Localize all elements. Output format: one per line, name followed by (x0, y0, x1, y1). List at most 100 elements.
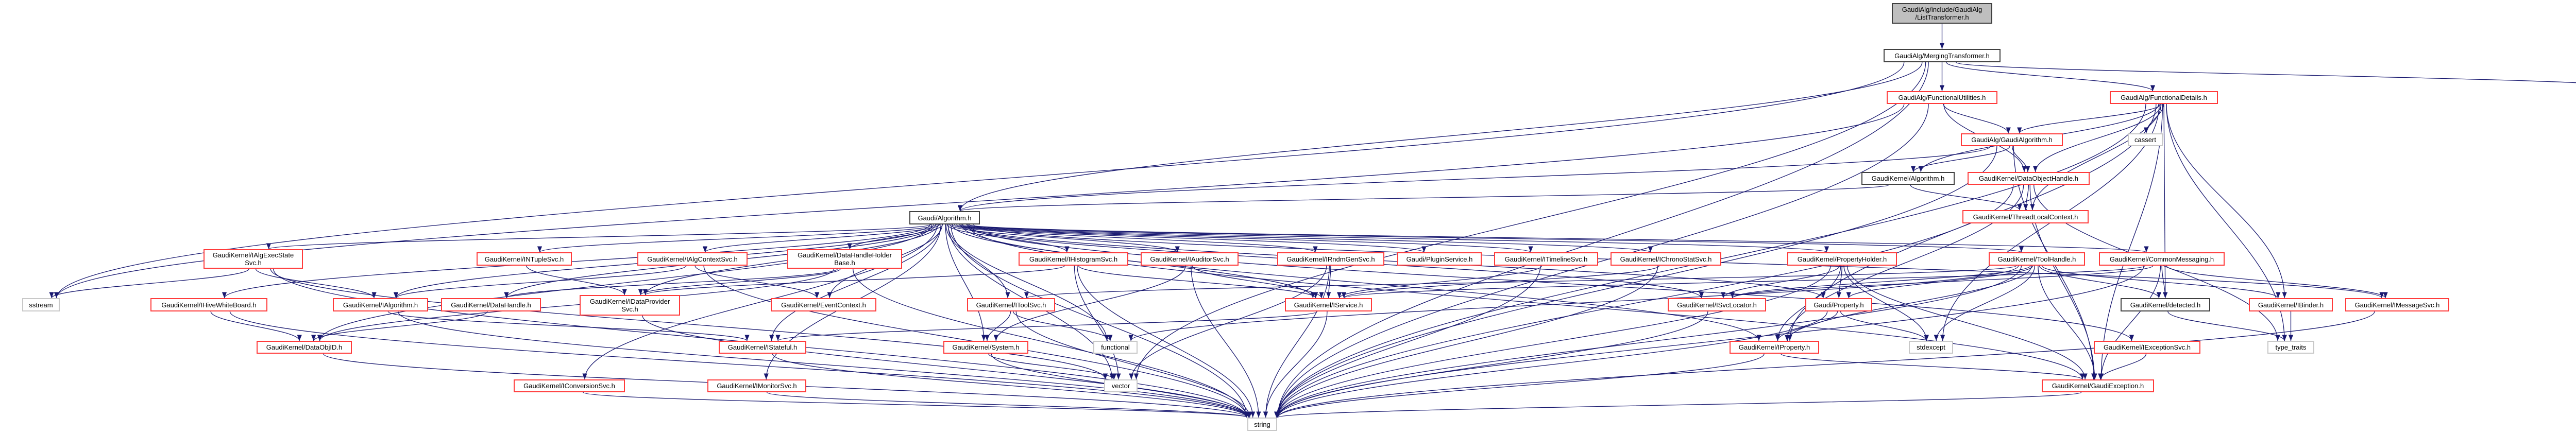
node-gexc[interactable]: GaudiKernel/GaudiException.h (2042, 379, 2154, 392)
node-typetraits[interactable]: type_traits (2267, 341, 2314, 354)
edge-iservice-to-istateful (775, 311, 1318, 341)
edge-system-to-vector (988, 353, 1116, 380)
edge-merging-to-fdet (1946, 62, 2155, 92)
node-imsgsvc[interactable]: GaudiKernel/IMessageSvc.h (2345, 298, 2449, 311)
node-label: GaudiKernel/IHistogramSvc.h (1029, 255, 1118, 263)
node-toolhandle[interactable]: GaudiKernel/ToolHandle.h (1989, 252, 2085, 266)
edge-fdet-to-ibinder (2166, 103, 2287, 299)
edge-intuple-to-idps (526, 265, 627, 296)
edge-ichrono-to-string (1275, 265, 1658, 418)
node-evctx[interactable]: GaudiKernel/EventContext.h (771, 298, 876, 311)
edge-irndm-to-iservice (1326, 265, 1331, 299)
node-isvcloc[interactable]: GaudiKernel/ISvcLocator.h (1668, 298, 1766, 311)
node-iconv[interactable]: GaudiKernel/IConversionSvc.h (514, 379, 625, 392)
node-system[interactable]: GaudiKernel/System.h (943, 341, 1028, 354)
edge-dh-to-dataobjid (311, 311, 488, 341)
edge-iaud-to-system (993, 265, 1186, 341)
node-label: cassert (2134, 136, 2156, 144)
node-label: GaudiKernel/IMessageSvc.h (2354, 301, 2440, 309)
edge-galgo-to-commsg (969, 224, 2148, 253)
edge-galgo-to-plugin (954, 224, 1427, 253)
node-intuple[interactable]: GaudiKernel/INTupleSvc.h (477, 252, 572, 266)
node-dh[interactable]: GaudiKernel/DataHandle.h (441, 298, 541, 311)
edge-galg-to-gkalg (1910, 146, 2010, 172)
edge-ihist-to-iservice (1078, 265, 1318, 299)
node-fdet[interactable]: GaudiAlg/FunctionalDetails.h (2110, 91, 2218, 104)
node-itimeline[interactable]: GaudiKernel/ITimelineSvc.h (1494, 252, 1598, 266)
node-itoolsvc[interactable]: GaudiKernel/IToolSvc.h (967, 298, 1055, 311)
node-galgo[interactable]: Gaudi/Algorithm.h (909, 211, 980, 224)
node-ihist[interactable]: GaudiKernel/IHistogramSvc.h (1019, 252, 1128, 266)
edge-galgo-to-intuple (537, 224, 937, 253)
edge-ihive-to-string (229, 311, 1249, 418)
node-iservice[interactable]: GaudiKernel/IService.h (1285, 298, 1372, 311)
node-label: GaudiAlg/GaudiAlgorithm.h (1971, 136, 2053, 144)
edge-galgo-to-dataobjid (317, 224, 933, 341)
node-label: Gaudi/Algorithm.h (918, 214, 972, 222)
node-stdexcept[interactable]: stdexcept (1909, 341, 1953, 354)
node-futil[interactable]: GaudiAlg/FunctionalUtilities.h (1887, 91, 1997, 104)
node-label: Gaudi/Property.h (1814, 301, 1864, 309)
edge-ihist-to-idps (643, 265, 1065, 296)
edge-commsg-to-iservice (1342, 265, 2146, 299)
node-label: GaudiKernel/IMonitorSvc.h (717, 382, 797, 390)
node-plugin[interactable]: Gaudi/PluginService.h (1397, 252, 1482, 266)
node-label: GaudiKernel/IProperty.h (1738, 343, 1810, 351)
edge-gexc-to-string (1276, 392, 2082, 418)
node-ihive[interactable]: GaudiKernel/IHiveWhiteBoard.h (150, 298, 267, 311)
node-irndm[interactable]: GaudiKernel/IRndmGenSvc.h (1277, 252, 1384, 266)
node-iexcsvc[interactable]: GaudiKernel/IExceptionSvc.h (2094, 341, 2200, 354)
node-gprop[interactable]: Gaudi/Property.h (1805, 298, 1872, 311)
node-cassert[interactable]: cassert (2128, 133, 2163, 146)
node-dataobjid[interactable]: GaudiKernel/DataObjID.h (257, 341, 352, 354)
node-label: GaudiKernel/DataObjID.h (266, 343, 343, 351)
node-label: GaudiKernel/DataHandle.h (451, 301, 531, 309)
node-ialg[interactable]: GaudiKernel/IAlgorithm.h (333, 298, 428, 311)
edge-toolhandle-to-string (1275, 265, 2022, 418)
node-ichrono[interactable]: GaudiKernel/IChronoStatSvc.h (1611, 252, 1721, 266)
node-functional[interactable]: functional (1093, 341, 1138, 354)
node-detected[interactable]: GaudiKernel/detected.h (2121, 298, 2210, 311)
edge-itimeline-to-string (1274, 265, 1541, 418)
node-imon[interactable]: GaudiKernel/IMonitorSvc.h (707, 379, 806, 392)
node-iaes[interactable]: GaudiKernel/IAlgExecState Svc.h (204, 249, 303, 269)
node-doh[interactable]: GaudiKernel/DataObjectHandle.h (1968, 172, 2090, 185)
node-vector[interactable]: vector (1104, 379, 1138, 392)
edge-galgo-to-ihive (222, 224, 930, 299)
edge-galgo-to-propholder (962, 224, 1829, 253)
node-string[interactable]: string (1247, 418, 1277, 431)
node-ibinder[interactable]: GaudiKernel/IBinder.h (2249, 298, 2333, 311)
node-sstream[interactable]: sstream (22, 298, 60, 311)
edge-irndm-to-string (1263, 265, 1330, 418)
node-label: GaudiKernel/IRndmGenSvc.h (1286, 255, 1375, 263)
node-tlc[interactable]: GaudiKernel/ThreadLocalContext.h (1962, 210, 2089, 223)
edge-iproperty-to-string (1275, 353, 1765, 418)
node-label: GaudiKernel/IChronoStatSvc.h (1620, 255, 1712, 263)
node-iproperty[interactable]: GaudiKernel/IProperty.h (1730, 341, 1819, 354)
node-label: stdexcept (1917, 343, 1945, 351)
node-label: GaudiKernel/CommonMessaging.h (2109, 255, 2214, 263)
edge-galg-to-galgo (958, 146, 1991, 212)
node-root[interactable]: GaudiAlg/include/GaudiAlg /ListTransform… (1892, 3, 1992, 24)
node-commsg[interactable]: GaudiKernel/CommonMessaging.h (2099, 252, 2225, 266)
node-iactx[interactable]: GaudiKernel/IAlgContextSvc.h (637, 252, 748, 266)
node-label: GaudiKernel/IConversionSvc.h (523, 382, 615, 390)
edge-itoolsvc-to-string (1015, 311, 1252, 418)
edge-iaes-to-sstream (49, 268, 249, 299)
node-gkalg[interactable]: GaudiKernel/Algorithm.h (1861, 172, 1955, 185)
edge-galgo-to-system (945, 224, 987, 341)
edge-iaud-to-iservice (1192, 265, 1324, 299)
node-iaud[interactable]: GaudiKernel/IAuditorSvc.h (1141, 252, 1239, 266)
node-merging[interactable]: GaudiAlg/MergingTransformer.h (1884, 49, 2001, 62)
node-label: vector (1111, 382, 1130, 390)
node-label: GaudiAlg/include/GaudiAlg /ListTransform… (1902, 6, 1982, 21)
node-label: GaudiAlg/FunctionalDetails.h (2121, 94, 2207, 101)
node-istateful[interactable]: GaudiKernel/IStateful.h (719, 341, 806, 354)
node-label: GaudiAlg/MergingTransformer.h (1894, 51, 1990, 60)
node-dhhb[interactable]: GaudiKernel/DataHandleHolder Base.h (787, 249, 902, 269)
node-idps[interactable]: GaudiKernel/IDataProvider Svc.h (580, 295, 680, 316)
node-galg[interactable]: GaudiAlg/GaudiAlgorithm.h (1961, 133, 2063, 146)
node-propholder[interactable]: GaudiKernel/PropertyHolder.h (1787, 252, 1897, 266)
edge-itoolsvc-to-functional (1012, 311, 1113, 341)
